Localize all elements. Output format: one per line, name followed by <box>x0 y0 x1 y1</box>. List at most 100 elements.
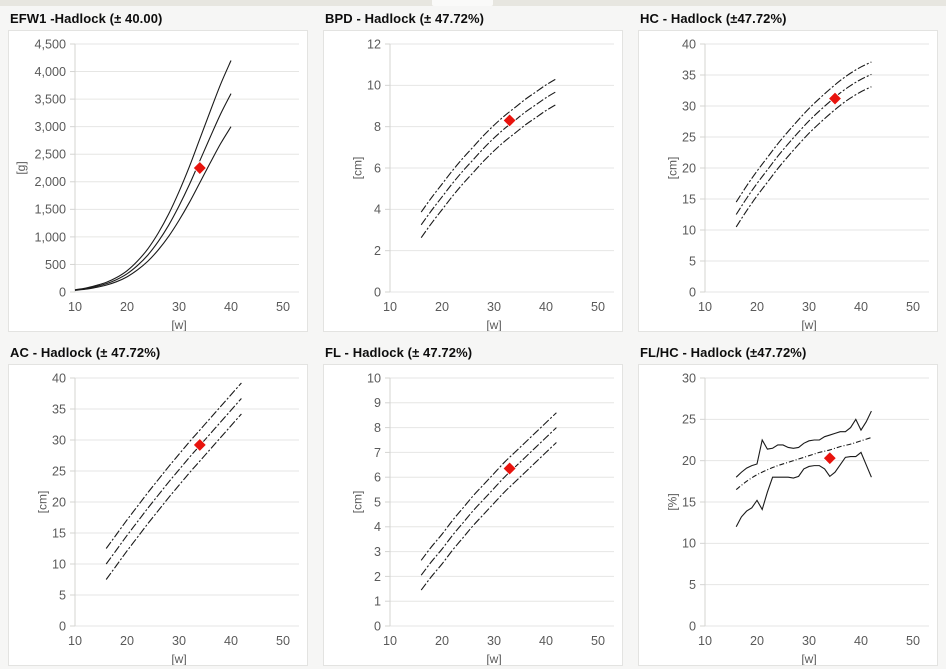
svg-text:7: 7 <box>374 446 381 460</box>
svg-text:5: 5 <box>689 578 696 592</box>
svg-text:20: 20 <box>682 454 696 468</box>
svg-text:15: 15 <box>682 192 696 206</box>
svg-text:40: 40 <box>539 634 553 648</box>
svg-text:1,000: 1,000 <box>34 230 66 244</box>
svg-text:40: 40 <box>52 371 66 385</box>
svg-text:30: 30 <box>682 99 696 113</box>
chart-canvas-hc: 0 5 10 15 20 25 30 35 40 10 20 30 40 50 [w] [cm] <box>666 37 929 331</box>
svg-text:10: 10 <box>698 634 712 648</box>
svg-text:2,500: 2,500 <box>34 148 66 162</box>
svg-text:35: 35 <box>682 68 696 82</box>
chart-canvas-efw1: 0 500 1,000 1,500 2,000 2,500 3,000 3,500 4,000 4… <box>14 37 299 331</box>
svg-text:0: 0 <box>689 619 696 633</box>
chart-canvas-flhc: 0 5 10 15 20 25 30 10 20 30 40 50 [w] [%] <box>666 371 929 665</box>
svg-text:0: 0 <box>59 285 66 299</box>
browser-tab-notch <box>432 0 493 6</box>
svg-text:8: 8 <box>374 120 381 134</box>
svg-text:3,000: 3,000 <box>34 120 66 134</box>
svg-text:500: 500 <box>45 258 66 272</box>
svg-text:8: 8 <box>374 421 381 435</box>
svg-text:6: 6 <box>374 161 381 175</box>
svg-text:50: 50 <box>906 300 920 314</box>
chart-title-ac: AC - Hadlock (± 47.72%) <box>10 345 161 360</box>
svg-text:30: 30 <box>52 433 66 447</box>
svg-text:30: 30 <box>487 300 501 314</box>
svg-text:[g]: [g] <box>14 161 28 174</box>
chart-panel-bpd: BPD - Hadlock (± 47.72%) 0 2 4 6 8 10 12 10 20 30… <box>323 6 623 332</box>
chart-panel-hc: HC - Hadlock (±47.72%) 0 5 10 15 20 25 30 35 40 1… <box>638 6 938 332</box>
svg-text:[cm]: [cm] <box>666 157 680 180</box>
svg-text:[w]: [w] <box>486 652 501 665</box>
svg-text:0: 0 <box>374 285 381 299</box>
chart-card-bpd: 0 2 4 6 8 10 12 10 20 30 40 50 [w] [cm] <box>323 30 623 332</box>
svg-text:1,500: 1,500 <box>34 203 66 217</box>
svg-text:50: 50 <box>276 634 290 648</box>
top-strip <box>0 0 946 6</box>
svg-text:10: 10 <box>68 634 82 648</box>
chart-panel-fl: FL - Hadlock (± 47.72%) 0 1 2 3 4 5 6 7 8 9 10 10 20… <box>323 340 623 666</box>
svg-text:50: 50 <box>591 634 605 648</box>
svg-text:4,000: 4,000 <box>34 65 66 79</box>
svg-text:40: 40 <box>224 300 238 314</box>
svg-text:[cm]: [cm] <box>36 491 50 514</box>
svg-text:10: 10 <box>68 300 82 314</box>
svg-text:0: 0 <box>689 285 696 299</box>
svg-text:20: 20 <box>682 161 696 175</box>
svg-text:12: 12 <box>367 37 381 51</box>
svg-text:30: 30 <box>487 634 501 648</box>
svg-text:50: 50 <box>906 634 920 648</box>
svg-text:10: 10 <box>52 557 66 571</box>
svg-text:10: 10 <box>682 537 696 551</box>
chart-panel-efw1: EFW1 -Hadlock (± 40.00) 0 500 1,000 1,500 2,… <box>8 6 308 332</box>
chart-panel-flhc: FL/HC - Hadlock (±47.72%) 0 5 10 15 20 25 30 10… <box>638 340 938 666</box>
svg-text:[w]: [w] <box>486 318 501 331</box>
svg-text:50: 50 <box>276 300 290 314</box>
chart-title-bpd: BPD - Hadlock (± 47.72%) <box>325 11 485 26</box>
svg-text:40: 40 <box>224 634 238 648</box>
chart-card-flhc: 0 5 10 15 20 25 30 10 20 30 40 50 [w] [%] <box>638 364 938 666</box>
charts-grid: EFW1 -Hadlock (± 40.00) 0 500 1,000 1,500 2,… <box>0 6 946 666</box>
svg-text:25: 25 <box>682 130 696 144</box>
chart-card-efw1: 0 500 1,000 1,500 2,000 2,500 3,000 3,500 4,000 4… <box>8 30 308 332</box>
svg-text:20: 20 <box>120 300 134 314</box>
svg-text:1: 1 <box>374 595 381 609</box>
svg-text:30: 30 <box>802 300 816 314</box>
svg-text:10: 10 <box>383 634 397 648</box>
svg-text:10: 10 <box>367 371 381 385</box>
svg-text:40: 40 <box>539 300 553 314</box>
chart-card-fl: 0 1 2 3 4 5 6 7 8 9 10 10 20 30 40 50 [w] [cm] <box>323 364 623 666</box>
svg-text:9: 9 <box>374 396 381 410</box>
svg-text:0: 0 <box>59 619 66 633</box>
chart-card-ac: 0 5 10 15 20 25 30 35 40 10 20 30 40 50 [w] [cm] <box>8 364 308 666</box>
svg-text:10: 10 <box>682 223 696 237</box>
svg-text:5: 5 <box>689 254 696 268</box>
svg-text:3,500: 3,500 <box>34 93 66 107</box>
svg-text:[w]: [w] <box>801 652 816 665</box>
svg-text:10: 10 <box>698 300 712 314</box>
svg-text:40: 40 <box>854 300 868 314</box>
svg-text:3: 3 <box>374 545 381 559</box>
svg-text:4: 4 <box>374 203 381 217</box>
svg-text:2: 2 <box>374 244 381 258</box>
svg-text:[%]: [%] <box>666 493 680 510</box>
svg-text:15: 15 <box>682 495 696 509</box>
chart-title-fl: FL - Hadlock (± 47.72%) <box>325 345 473 360</box>
chart-title-hc: HC - Hadlock (±47.72%) <box>640 11 787 26</box>
svg-text:30: 30 <box>682 371 696 385</box>
svg-text:15: 15 <box>52 526 66 540</box>
svg-text:30: 30 <box>172 300 186 314</box>
svg-text:6: 6 <box>374 471 381 485</box>
svg-text:[w]: [w] <box>171 318 186 331</box>
svg-text:10: 10 <box>383 300 397 314</box>
svg-text:4: 4 <box>374 520 381 534</box>
svg-text:0: 0 <box>374 619 381 633</box>
svg-text:20: 20 <box>52 495 66 509</box>
svg-text:[w]: [w] <box>801 318 816 331</box>
chart-card-hc: 0 5 10 15 20 25 30 35 40 10 20 30 40 50 [w] [cm] <box>638 30 938 332</box>
svg-text:40: 40 <box>854 634 868 648</box>
svg-text:10: 10 <box>367 79 381 93</box>
svg-text:25: 25 <box>52 464 66 478</box>
svg-text:2,000: 2,000 <box>34 175 66 189</box>
svg-text:20: 20 <box>435 300 449 314</box>
svg-text:35: 35 <box>52 402 66 416</box>
